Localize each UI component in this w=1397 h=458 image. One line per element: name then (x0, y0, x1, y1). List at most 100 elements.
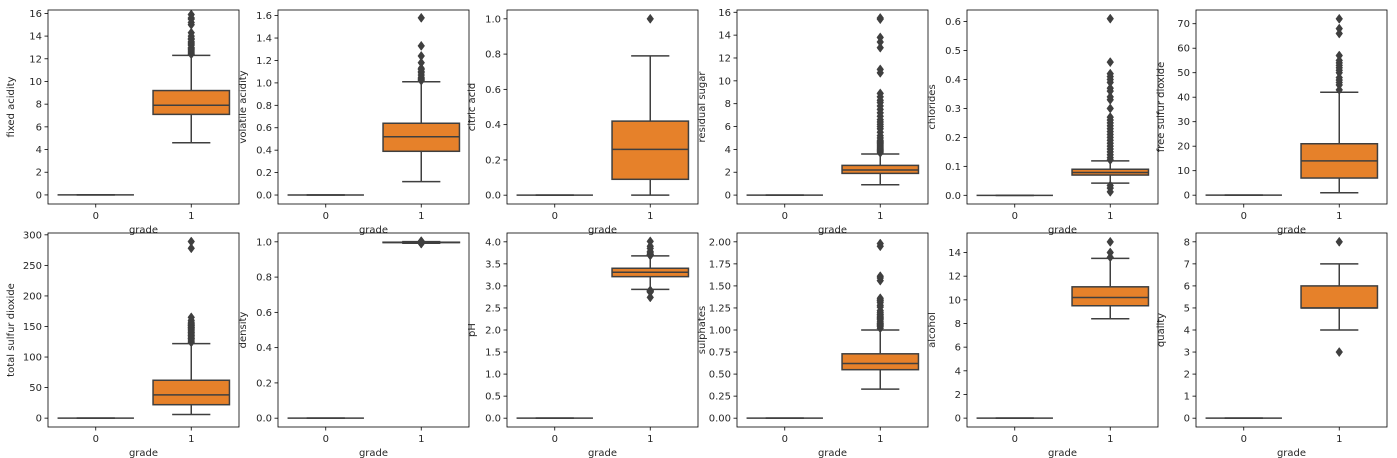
y-tick-label: 6 (725, 122, 731, 133)
y-tick-label: 1.0 (485, 14, 501, 25)
y-tick-label: 2 (955, 390, 961, 401)
y-tick-label: 0.6 (485, 85, 501, 96)
y-tick-label: 14 (948, 248, 961, 259)
outlier-point (1335, 236, 1343, 247)
outlier-point (417, 50, 425, 61)
iqr-box (152, 89, 231, 116)
x-tick-label: 0 (93, 211, 99, 222)
y-axis-label: total sulfur dioxide (6, 283, 17, 377)
y-tick-label: 1.0 (256, 78, 272, 89)
outlier-point (646, 292, 654, 303)
axes-frame (506, 232, 699, 428)
x-tick-label: 0 (1012, 211, 1018, 222)
x-tick-label: 1 (188, 434, 194, 445)
y-axis-label: residual sugar (697, 71, 708, 143)
y-tick-label: 8 (1184, 237, 1190, 248)
box-grade-1 (152, 9, 231, 144)
subplot-citric-acid: 0.0 0.2 0.4 0.6 0.8 1.0 0 1 grade citric acid (467, 9, 699, 236)
box-grade-1 (382, 12, 461, 183)
x-tick-label: 0 (552, 434, 558, 445)
outlier-point (1106, 83, 1114, 94)
y-tick-label: 1.2 (256, 56, 272, 67)
y-tick-label: 1.50 (709, 281, 731, 292)
y-tick-label: 12 (948, 272, 961, 283)
outlier-point (646, 285, 654, 296)
y-tick-label: 0 (36, 414, 42, 425)
x-tick-label: 0 (1012, 434, 1018, 445)
y-tick-label: 40 (1177, 93, 1190, 104)
y-tick-label: 8 (36, 100, 42, 111)
y-tick-label: 14 (718, 31, 731, 42)
y-tick-label: 0.5 (945, 46, 961, 57)
y-tick-label: 1.0 (256, 237, 272, 248)
outlier-point (417, 63, 425, 74)
iqr-box (841, 353, 920, 371)
y-tick-label: 70 (1177, 19, 1190, 30)
y-tick-label: 1.0 (485, 370, 501, 381)
iqr-box (1071, 286, 1150, 307)
y-tick-label: 0.2 (256, 378, 272, 389)
y-tick-label: 0.4 (485, 120, 501, 131)
y-tick-label: 0 (725, 191, 731, 202)
subplot-sulphates: 0.00 0.25 0.50 0.75 1.00 1.25 1.50 1.75 2.00 0 1 gr… (697, 232, 929, 458)
y-tick-label: 5 (1184, 303, 1190, 314)
x-axis-label: grade (129, 448, 158, 458)
y-tick-label: 0.0 (945, 191, 961, 202)
y-axis-label: chlorides (927, 84, 938, 129)
axes-frame (966, 9, 1159, 205)
iqr-box (152, 379, 231, 406)
y-tick-label: 0 (1184, 414, 1190, 425)
x-tick-label: 1 (1336, 211, 1342, 222)
outlier-point (1106, 103, 1114, 114)
axes-frame (736, 9, 929, 205)
outlier-point (1335, 347, 1343, 358)
subplot-residual-sugar: 0 2 4 6 8 10 12 14 16 0 1 grade residual sugar (697, 8, 929, 236)
x-tick-label: 1 (877, 434, 883, 445)
outlier-point (1106, 180, 1114, 191)
subplot-pH: 0.0 0.5 1.0 1.5 2.0 2.5 3.0 3.5 4.0 0 1 grade pH (467, 232, 699, 458)
outlier-point (417, 40, 425, 51)
y-tick-label: 20 (1177, 142, 1190, 153)
x-tick-label: 1 (1336, 434, 1342, 445)
x-axis-label: grade (1277, 448, 1306, 458)
outlier-point (1106, 13, 1114, 24)
y-tick-label: 1.6 (256, 11, 272, 22)
x-tick-label: 1 (647, 211, 653, 222)
y-tick-label: 12 (29, 54, 42, 65)
y-tick-label: 1.25 (709, 303, 731, 314)
y-tick-label: 2.0 (485, 326, 501, 337)
outlier-point (876, 238, 884, 249)
iqr-box (611, 120, 690, 181)
y-tick-label: 8 (955, 319, 961, 330)
y-tick-label: 60 (1177, 44, 1190, 55)
y-tick-label: 30 (1177, 117, 1190, 128)
y-axis-label: pH (467, 323, 478, 337)
y-axis-label: free sulfur dioxide (1156, 62, 1167, 153)
box-grade-1 (611, 236, 690, 303)
iqr-box (1300, 285, 1379, 309)
y-tick-label: 0.0 (485, 191, 501, 202)
outlier-point (876, 271, 884, 282)
y-tick-label: 10 (718, 76, 731, 87)
y-tick-label: 300 (23, 230, 42, 241)
y-tick-label: 0.8 (485, 50, 501, 61)
y-tick-label: 0.3 (945, 104, 961, 115)
y-tick-label: 3.5 (485, 259, 501, 270)
outlier-point (646, 13, 654, 24)
y-tick-label: 1 (1184, 392, 1190, 403)
y-tick-label: 0.00 (709, 414, 731, 425)
outlier-point (876, 88, 884, 99)
outlier-point (417, 236, 425, 247)
subplot-total-sulfur-dioxide: 0 50 100 150 200 250 300 0 1 grade total sulfur di… (6, 230, 240, 458)
y-tick-label: 6 (955, 343, 961, 354)
y-tick-label: 16 (718, 8, 731, 19)
y-tick-label: 6 (36, 122, 42, 133)
y-tick-label: 1.5 (485, 348, 501, 359)
outlier-point (187, 312, 195, 323)
box-grade-1 (1071, 236, 1150, 320)
y-tick-label: 0.6 (256, 308, 272, 319)
y-axis-label: volatile acidity (238, 70, 249, 143)
x-tick-label: 1 (1107, 211, 1113, 222)
x-axis-label: grade (588, 448, 617, 458)
